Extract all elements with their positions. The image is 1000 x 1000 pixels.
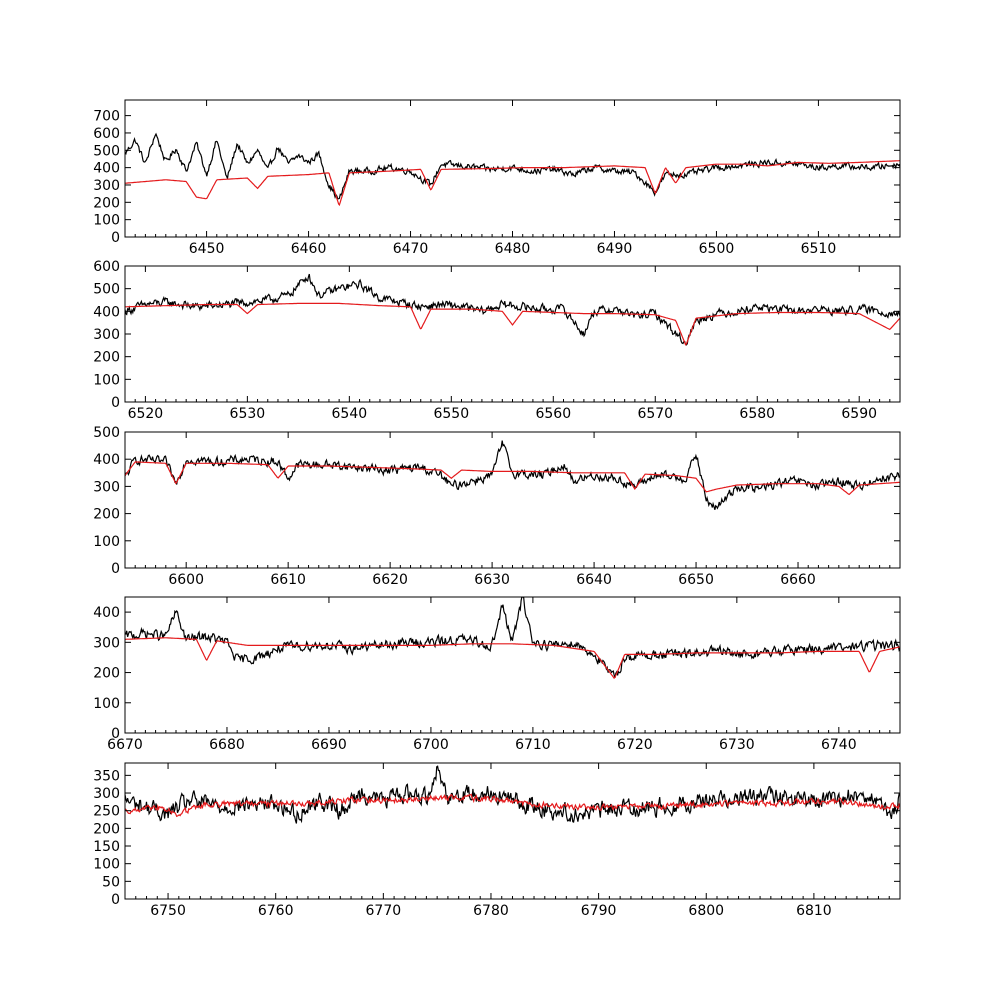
x-tick-label: 6680 (209, 737, 245, 753)
panel-4-series-observed (125, 597, 900, 678)
panel-2-frame (124, 265, 901, 403)
y-tick-label: 300 (93, 635, 120, 651)
panel-3-series-model (125, 461, 900, 496)
panel-5-series-observed (125, 765, 900, 824)
y-tick-label: 150 (93, 839, 120, 855)
x-tick-label: 6810 (796, 903, 832, 919)
x-tick-label: 6760 (258, 903, 294, 919)
y-tick-label: 100 (93, 696, 120, 712)
x-tick-label: 6560 (535, 406, 571, 422)
y-tick-label: 0 (111, 892, 120, 908)
x-tick-label: 6600 (168, 572, 204, 588)
x-tick-label: 6470 (393, 241, 429, 257)
x-tick-label: 6520 (128, 406, 164, 422)
y-tick-label: 0 (111, 395, 120, 411)
x-tick-label: 6510 (801, 241, 837, 257)
y-tick-label: 50 (102, 874, 120, 890)
y-tick-label: 400 (93, 161, 120, 177)
x-tick-label: 6690 (311, 737, 347, 753)
x-tick-label: 6700 (413, 737, 449, 753)
panel-1-series-observed (125, 132, 900, 200)
x-tick-label: 6730 (719, 737, 755, 753)
y-tick-label: 500 (93, 425, 120, 441)
y-tick-label: 700 (93, 109, 120, 125)
panel-1-series-model (125, 160, 900, 207)
x-tick-label: 6640 (576, 572, 612, 588)
y-tick-label: 300 (93, 786, 120, 802)
y-tick-label: 200 (93, 666, 120, 682)
y-tick-label: 200 (93, 195, 120, 211)
y-tick-label: 300 (93, 327, 120, 343)
x-tick-label: 6460 (291, 241, 327, 257)
panel-3-frame (124, 431, 901, 569)
panel-2-series-model (125, 302, 900, 346)
x-tick-label: 6740 (821, 737, 857, 753)
x-tick-label: 6550 (433, 406, 469, 422)
y-tick-label: 0 (111, 230, 120, 246)
y-tick-label: 350 (93, 768, 120, 784)
panel-3-series-observed (125, 440, 900, 510)
panel-5-series-model (125, 793, 900, 818)
x-tick-label: 6530 (230, 406, 266, 422)
y-tick-label: 250 (93, 804, 120, 820)
x-tick-label: 6620 (372, 572, 408, 588)
y-tick-label: 100 (93, 213, 120, 229)
panel-3: 6600 6610 6620 6630 6640 6650 6660 0 100 200 300 40… (93, 425, 901, 588)
y-tick-label: 0 (111, 726, 120, 742)
panel-4-series-model (125, 637, 900, 679)
panel-2: 6520 6530 6540 6550 6560 6570 6580 6590 0 100 200 3… (93, 259, 901, 422)
y-tick-label: 200 (93, 350, 120, 366)
x-tick-label: 6540 (332, 406, 368, 422)
x-tick-label: 6490 (597, 241, 633, 257)
y-tick-label: 500 (93, 143, 120, 159)
x-tick-label: 6780 (473, 903, 509, 919)
y-tick-label: 100 (93, 857, 120, 873)
x-tick-label: 6610 (270, 572, 306, 588)
x-tick-label: 6580 (739, 406, 775, 422)
y-tick-label: 600 (93, 126, 120, 142)
y-tick-label: 400 (93, 605, 120, 621)
y-tick-label: 600 (93, 259, 120, 275)
panel-5-frame (124, 762, 901, 900)
x-tick-label: 6790 (581, 903, 617, 919)
y-tick-label: 200 (93, 507, 120, 523)
x-tick-label: 6770 (366, 903, 402, 919)
panel-4: 6670 6680 6690 6700 6710 6720 6730 6740 0 100 200 3… (93, 596, 901, 753)
x-tick-label: 6670 (107, 737, 143, 753)
panel-2-series-observed (125, 273, 900, 346)
x-tick-label: 6500 (699, 241, 735, 257)
x-tick-label: 6800 (688, 903, 724, 919)
x-tick-label: 6650 (678, 572, 714, 588)
y-tick-label: 500 (93, 282, 120, 298)
y-tick-label: 400 (93, 304, 120, 320)
y-tick-label: 100 (93, 372, 120, 388)
y-tick-label: 300 (93, 479, 120, 495)
x-tick-label: 6710 (515, 737, 551, 753)
y-tick-label: 300 (93, 178, 120, 194)
y-tick-label: 100 (93, 534, 120, 550)
y-tick-label: 200 (93, 821, 120, 837)
y-tick-label: 400 (93, 452, 120, 468)
x-tick-label: 6590 (841, 406, 877, 422)
x-tick-label: 6720 (617, 737, 653, 753)
x-tick-label: 6750 (150, 903, 186, 919)
y-tick-label: 0 (111, 561, 120, 577)
x-tick-label: 6480 (495, 241, 531, 257)
x-tick-label: 6630 (474, 572, 510, 588)
x-tick-label: 6660 (780, 572, 816, 588)
panel-4-frame (124, 596, 901, 734)
x-tick-label: 6570 (637, 406, 673, 422)
x-tick-label: 6450 (189, 241, 225, 257)
